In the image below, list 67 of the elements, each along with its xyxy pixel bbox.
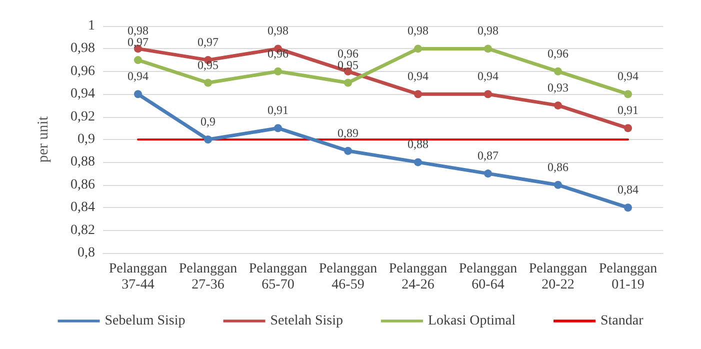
point bbox=[274, 124, 282, 132]
point bbox=[554, 101, 562, 110]
data-label: 0,86 bbox=[548, 160, 568, 174]
data-label: 0,94 bbox=[128, 69, 148, 84]
legend-label: Standar bbox=[600, 314, 644, 328]
y-tick-label: 0,8 bbox=[78, 246, 95, 260]
data-label: 0,94 bbox=[618, 69, 638, 84]
legend-label: Setelah Sisip bbox=[270, 314, 343, 328]
y-tick-label: 0,9 bbox=[78, 132, 95, 147]
x-tick-label: Pelanggan 60-64 bbox=[458, 262, 518, 292]
data-label: 0,98 bbox=[268, 24, 288, 38]
point bbox=[274, 67, 282, 76]
point bbox=[624, 90, 632, 98]
data-label: 0,93 bbox=[548, 80, 568, 94]
x-tick-label: Pelanggan 27-36 bbox=[178, 262, 238, 292]
y-tick-label: 0,88 bbox=[70, 154, 95, 170]
data-label: 0,97 bbox=[128, 35, 148, 50]
x-tick-label: Pelanggan 37-44 bbox=[108, 262, 168, 292]
point bbox=[624, 124, 632, 132]
data-label: 0,9 bbox=[200, 114, 216, 128]
point bbox=[204, 78, 212, 87]
point bbox=[484, 90, 492, 98]
data-label: 0,94 bbox=[408, 69, 428, 84]
x-tick-label: Pelanggan 65-70 bbox=[248, 262, 308, 292]
point bbox=[554, 180, 562, 189]
data-label: 0,98 bbox=[408, 24, 428, 38]
point bbox=[484, 44, 492, 53]
data-label: 0,97 bbox=[198, 35, 218, 50]
point bbox=[134, 56, 142, 64]
point bbox=[484, 170, 492, 178]
y-axis-title: per unit bbox=[36, 116, 52, 163]
point bbox=[344, 78, 352, 87]
data-label: 0,84 bbox=[618, 182, 638, 197]
y-tick-label: 0,96 bbox=[70, 64, 95, 79]
point bbox=[414, 44, 422, 53]
y-tick-label: 0,92 bbox=[70, 109, 95, 124]
data-label: 0,91 bbox=[618, 103, 638, 118]
data-label: 0,98 bbox=[478, 24, 498, 38]
data-label: 0,96 bbox=[338, 46, 358, 60]
point bbox=[414, 90, 422, 98]
data-label: 0,88 bbox=[408, 137, 428, 152]
data-label: 0,95 bbox=[198, 58, 218, 72]
point bbox=[344, 146, 352, 155]
point bbox=[554, 67, 562, 76]
legend-label: Lokasi Optimal bbox=[428, 314, 516, 328]
data-label: 0,91 bbox=[268, 103, 288, 118]
point bbox=[414, 158, 422, 166]
data-label: 0,95 bbox=[338, 58, 358, 72]
x-tick-label: Pelanggan 46-59 bbox=[318, 262, 378, 292]
point bbox=[204, 136, 212, 144]
data-label: 0,96 bbox=[548, 46, 568, 60]
point bbox=[624, 204, 632, 212]
y-tick-label: 0,86 bbox=[70, 177, 95, 192]
y-tick-label: 1 bbox=[88, 18, 95, 34]
data-label: 0,98 bbox=[128, 24, 148, 38]
y-tick-label: 0,82 bbox=[70, 222, 95, 238]
data-label: 0,87 bbox=[478, 148, 498, 163]
point bbox=[134, 90, 142, 98]
y-tick-label: 0,84 bbox=[70, 200, 95, 216]
data-label: 0,94 bbox=[478, 69, 498, 84]
data-label: 0,89 bbox=[338, 126, 358, 140]
x-tick-label: Pelanggan 24-26 bbox=[388, 262, 448, 292]
x-tick-label: Pelanggan 20-22 bbox=[528, 262, 588, 292]
y-tick-label: 0,94 bbox=[70, 86, 95, 102]
y-tick-label: 0,98 bbox=[70, 41, 95, 56]
x-tick-label: Pelanggan 01-19 bbox=[598, 262, 658, 292]
legend-label: Sebelum Sisip bbox=[104, 314, 186, 328]
